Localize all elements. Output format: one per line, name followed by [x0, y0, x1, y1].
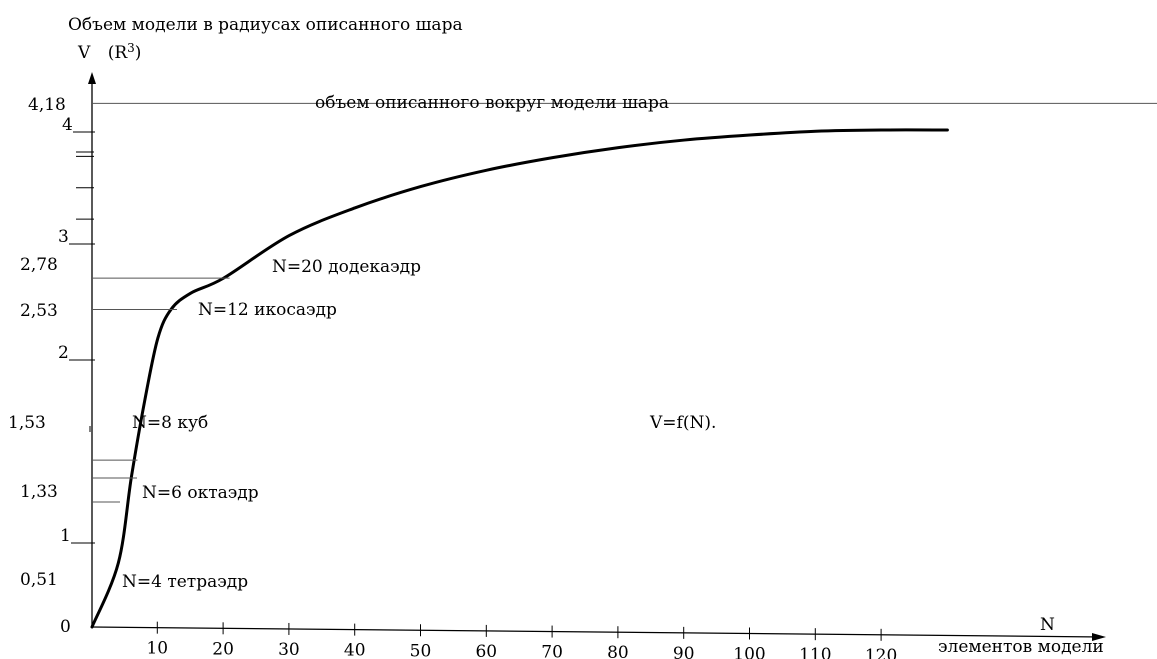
x-tick-label: 120	[865, 646, 897, 659]
y-tick-label: 0	[60, 617, 71, 637]
function-label: V=f(N).	[649, 413, 716, 433]
x-tick-label: 50	[410, 641, 432, 659]
y-tick-label: 4	[62, 115, 73, 135]
y-tick-label: 2	[58, 343, 69, 363]
x-tick-label: 100	[733, 645, 765, 659]
x-tick-label: 30	[278, 640, 300, 659]
x-axis-arrow	[1092, 633, 1106, 641]
x-axis-label: элементов модели	[938, 637, 1104, 657]
annotation-label: N=6 октаэдр	[142, 483, 259, 503]
y-tick-label: 1	[60, 526, 71, 546]
x-axis-line	[91, 626, 1103, 638]
y-axis-label-unit-close: )	[135, 43, 142, 63]
annotations: N=20 додекаэдр N=12 икосаэдр N=8 куб N=6 ок…	[92, 257, 421, 592]
annotation-label: N=8 куб	[132, 413, 208, 433]
chart-title: Объем модели в радиусах описанного шара	[68, 15, 463, 35]
x-tick-label: 90	[673, 644, 695, 659]
y-tick-label: 1,53	[8, 413, 46, 433]
annotation-label: N=20 додекаэдр	[272, 257, 421, 277]
y-tick-label: 1,33	[20, 482, 58, 502]
series-group	[90, 128, 949, 629]
y-axis-arrow	[88, 72, 96, 84]
x-tick-label: 60	[475, 642, 497, 659]
y-tick-label: 2,53	[20, 301, 58, 321]
x-axis-letter: N	[1040, 615, 1055, 635]
x-tick-label: 20	[212, 639, 234, 659]
sphere-line-label: объем описанного вокруг модели шара	[315, 93, 669, 113]
y-tick-label: 4,18	[28, 95, 66, 115]
x-tick-label: 110	[799, 645, 831, 659]
y-tick-label: 3	[58, 227, 69, 247]
y-tick-label: 0,51	[20, 570, 58, 590]
x-tick-label: 80	[607, 643, 629, 659]
axes	[88, 72, 1106, 641]
x-tick-label: 70	[541, 643, 563, 659]
y-axis-label-unit-exp: 3	[127, 41, 135, 55]
x-tick-label: 40	[344, 641, 366, 659]
x-axis-ticks: 10 20 30 40 50 60 70 80 90 100 110 120	[146, 621, 897, 659]
y-axis-ticks: 0 0,51 1 1,33 1,53 2 2,53 2,783 44,18	[8, 95, 95, 637]
y-axis-label: V (R3)	[77, 41, 141, 63]
y-tick-label: 2,78	[20, 255, 58, 275]
annotation-label: N=12 икосаэдр	[198, 300, 337, 320]
x-tick-label: 10	[146, 639, 168, 659]
y-axis-label-unit: (R	[108, 43, 129, 63]
annotation-label: N=4 тетраэдр	[122, 572, 248, 592]
y-axis-label-symbol: V	[77, 43, 91, 63]
series-line	[90, 128, 949, 629]
